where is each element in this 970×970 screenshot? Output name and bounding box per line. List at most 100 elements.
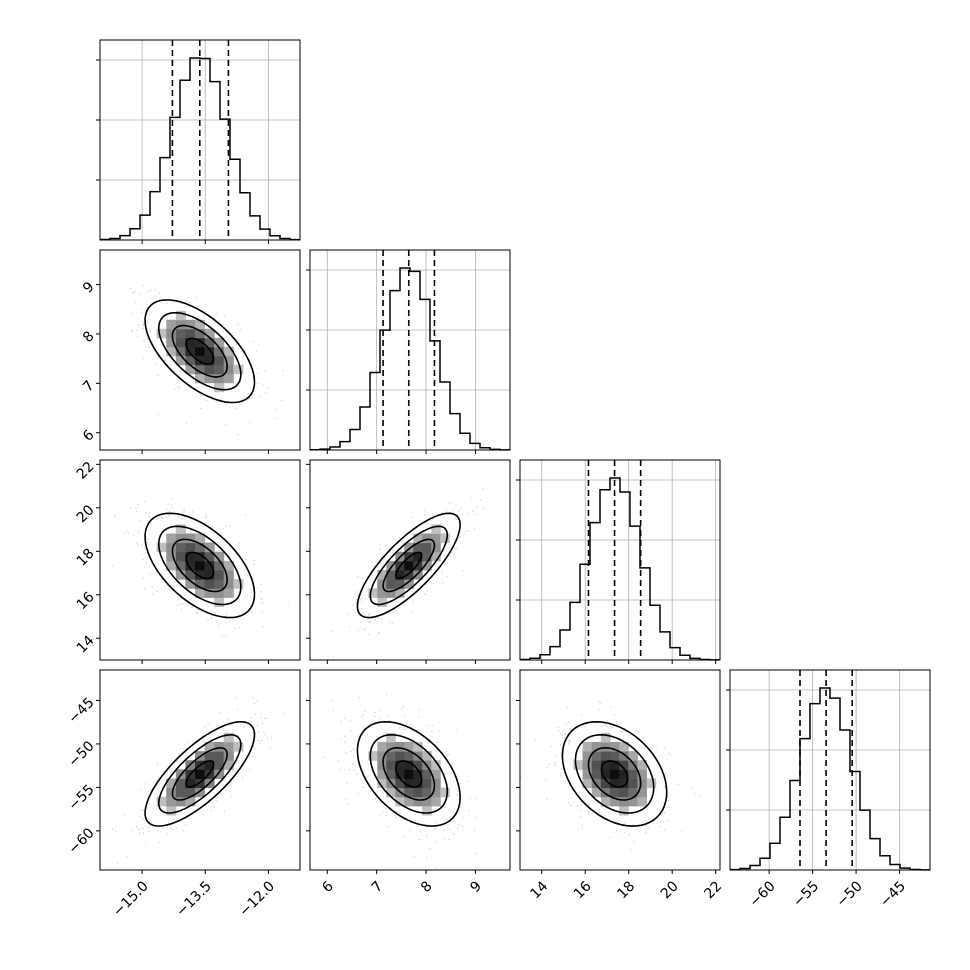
density-cell-3-0: [166, 778, 177, 789]
density-cell-3-1: [440, 787, 450, 798]
density-cell-1-0: [204, 373, 215, 384]
density-cell-3-2: [637, 769, 648, 779]
density-cell-2-1: [431, 551, 441, 562]
x-tick-label-3-0: −60: [747, 878, 779, 910]
scatter-panel-2-0: [96, 459, 301, 664]
hist-line-3: [730, 687, 930, 871]
density-cell-1-0: [185, 337, 196, 348]
y-tick-label-1-3: 9: [80, 279, 98, 297]
density-cell-3-0: [223, 751, 234, 761]
density-cell-1-0: [195, 337, 206, 348]
scatter-panel-3-1: [306, 669, 511, 874]
density-cell-3-1: [404, 760, 414, 770]
density-cell-3-1: [431, 769, 441, 779]
density-cell-2-1: [404, 542, 414, 553]
density-cell-3-2: [600, 778, 611, 789]
density-cell-3-2: [591, 741, 602, 752]
density-cell-3-1: [413, 796, 423, 807]
contour-2-1-3: [356, 512, 461, 619]
hist-frame-3: [729, 669, 931, 871]
contour-1-0-2: [158, 312, 242, 391]
scatter-frame-3-0: [99, 669, 301, 871]
density-cell-3-0: [175, 787, 186, 798]
y-tick-label-3-3: −45: [65, 695, 97, 727]
density-cell-2-0: [156, 542, 167, 553]
density-cell-1-0: [204, 355, 215, 366]
density-cell-3-2: [600, 760, 611, 770]
density-cell-3-2: [582, 760, 593, 770]
contour-2-1-1: [382, 538, 436, 593]
density-cell-3-2: [591, 760, 602, 770]
density-cell-1-0: [195, 373, 206, 384]
density-cell-2-0: [233, 579, 244, 589]
panel-content-1-0: [129, 284, 284, 436]
density-cell-2-0: [204, 579, 215, 589]
y-tick-label-1-2: 8: [80, 328, 98, 346]
x-tick-label-1-0: 6: [319, 878, 337, 896]
density-cell-3-0: [185, 796, 196, 807]
density-cell-1-0: [204, 337, 215, 348]
y-tick-label-2-0: 14: [74, 633, 98, 657]
density-cell-3-2: [582, 778, 593, 789]
y-tick-label-2-4: 22: [74, 459, 98, 483]
density-cell-2-1: [377, 570, 387, 580]
hist-panel-2: [516, 459, 721, 664]
density-cell-3-2: [646, 778, 657, 789]
density-cell-2-1: [395, 588, 405, 598]
density-cell-3-2: [582, 751, 593, 761]
density-cell-3-2: [628, 796, 638, 807]
density-cell-2-0: [166, 551, 177, 562]
density-cell-3-2: [610, 796, 620, 807]
density-cell-3-0: [204, 751, 215, 761]
density-cell-3-1: [413, 760, 423, 770]
hist-line-1: [310, 267, 510, 451]
density-cell-3-0: [214, 760, 225, 770]
density-cell-1-0: [233, 364, 244, 375]
density-cell-3-2: [619, 760, 629, 770]
density-cell-2-1: [395, 570, 405, 580]
density-cell-3-2: [610, 787, 620, 798]
density-cell-1-0: [175, 319, 186, 330]
density-cell-1-0: [166, 328, 177, 339]
density-cell-3-2: [628, 751, 638, 761]
density-cell-1-0: [185, 355, 196, 366]
density-cell-1-0: [214, 337, 225, 348]
x-tick-label-2-4: 22: [701, 878, 725, 902]
density-cell-2-0: [185, 542, 196, 553]
density-cell-2-0: [175, 533, 186, 544]
density-cell-2-0: [175, 542, 186, 553]
scatter-frame-2-0: [99, 459, 301, 661]
x-tick-label-3-3: −45: [877, 878, 909, 910]
density-cell-2-0: [223, 579, 234, 589]
density-cell-2-0: [204, 560, 215, 571]
density-cell-3-2: [610, 751, 620, 761]
density-cell-3-2: [600, 732, 611, 743]
density-cell-1-0: [166, 337, 177, 348]
contour-3-2-3: [561, 720, 668, 827]
density-cell-1-0: [156, 328, 167, 339]
density-cell-3-1: [386, 760, 396, 770]
density-cell-3-2: [591, 787, 602, 798]
scatter-frame-3-2: [519, 669, 721, 871]
density-cell-2-0: [214, 579, 225, 589]
density-cell-3-2: [610, 741, 620, 752]
scatter-panel-1-0: [96, 249, 301, 454]
density-cell-1-0: [214, 382, 225, 393]
density-cell-1-0: [195, 364, 206, 375]
density-cell-3-2: [619, 787, 629, 798]
contour-2-1-2: [369, 525, 449, 606]
contour-2-0-0: [185, 551, 215, 580]
density-cell-3-2: [619, 751, 629, 761]
density-cell-3-2: [591, 751, 602, 761]
density-cell-2-1: [440, 533, 450, 544]
panel-content-2-0: [111, 498, 289, 638]
density-cell-2-0: [223, 570, 234, 580]
density-cell-2-0: [175, 560, 186, 571]
density-cell-2-1: [422, 560, 432, 571]
density-cell-2-1: [413, 542, 423, 553]
contour-3-0-1: [171, 747, 228, 801]
density-cell-2-1: [431, 542, 441, 553]
density-cell-3-2: [637, 760, 648, 770]
density-cell-1-0: [223, 346, 234, 357]
contour-3-2-2: [574, 733, 655, 814]
